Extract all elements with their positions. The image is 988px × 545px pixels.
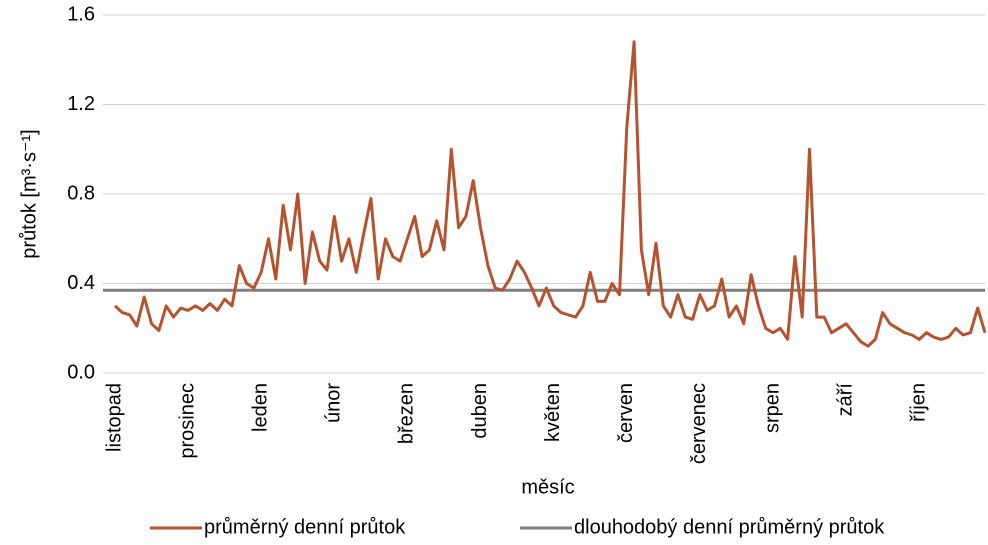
y-tick-label: 0.4 — [67, 272, 95, 294]
y-tick-label: 1.6 — [67, 3, 95, 25]
x-tick-label: květen — [542, 383, 564, 442]
x-tick-label: leden — [249, 383, 271, 432]
x-tick-label: říjen — [907, 383, 929, 422]
x-tick-label: srpen — [761, 383, 783, 433]
x-tick-label: červenec — [688, 383, 710, 464]
series-line — [113, 40, 987, 348]
x-tick-label: únor — [323, 383, 345, 423]
y-tick-label: 1.2 — [67, 93, 95, 115]
x-tick-label: prosinec — [176, 383, 198, 459]
y-tick-label: 0.8 — [67, 182, 95, 204]
legend-label: průměrný denní průtok — [204, 516, 406, 538]
x-tick-label: březen — [396, 383, 418, 444]
x-tick-label: červen — [615, 383, 637, 443]
x-tick-label: listopad — [103, 383, 125, 452]
x-tick-label: duben — [469, 383, 491, 439]
x-axis-title: měsíc — [521, 476, 574, 498]
y-tick-label: 0.0 — [67, 361, 95, 383]
x-tick-label: září — [834, 383, 856, 417]
y-axis-title: průtok [m³·s⁻¹] — [18, 129, 40, 258]
legend-label: dlouhodobý denní průměrný průtok — [574, 516, 885, 538]
